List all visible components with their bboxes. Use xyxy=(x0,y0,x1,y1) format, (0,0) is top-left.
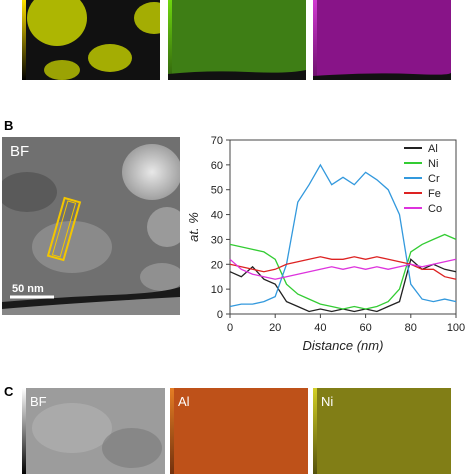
bf-micrograph xyxy=(2,137,180,315)
panel-a-map-2 xyxy=(168,0,306,80)
series-line-cr xyxy=(229,163,457,308)
series-line-ni xyxy=(229,233,457,310)
series-line-co xyxy=(229,258,457,280)
panel-letter-c: C xyxy=(4,384,14,399)
colorbar xyxy=(22,0,26,80)
x-tick-label: 80 xyxy=(405,322,417,334)
legend-label-cr: Cr xyxy=(428,173,440,185)
x-tick-label: 100 xyxy=(447,322,465,334)
bf-image: BF 50 nm xyxy=(2,137,180,315)
bf-texture xyxy=(32,403,162,468)
y-tick-label: 10 xyxy=(211,284,223,296)
panel-c-al-map: Al xyxy=(170,388,308,474)
element-map xyxy=(313,0,451,80)
legend-label-co: Co xyxy=(428,203,442,215)
line-profile-chart: 0 10 20 30 40 50 60 70 0 20 40 60 80 100 Distance (nm)… xyxy=(186,135,465,353)
panel-a-map-3 xyxy=(313,0,451,80)
y-tick-label: 70 xyxy=(211,135,223,147)
element-map xyxy=(168,0,306,80)
map-label-ni: Ni xyxy=(321,394,334,409)
x-tick-label: 60 xyxy=(359,322,371,334)
panel-c-ni-map: Ni xyxy=(313,388,451,474)
y-tick-label: 30 xyxy=(211,234,223,246)
bf-label: BF xyxy=(10,143,30,160)
map-label-al: Al xyxy=(178,394,190,409)
panel-c-bf-map: BF xyxy=(22,388,165,474)
precipitate-map xyxy=(27,0,160,80)
y-tick-label: 0 xyxy=(217,309,223,321)
y-tick-label: 20 xyxy=(211,259,223,271)
panel-letter-b: B xyxy=(4,118,14,133)
x-tick-label: 20 xyxy=(269,322,281,334)
y-axis-title: at. % xyxy=(186,212,201,242)
scalebar-label: 50 nm xyxy=(12,283,44,295)
colorbar xyxy=(22,388,26,474)
x-tick-label: 40 xyxy=(314,322,326,334)
legend-label-fe: Fe xyxy=(428,188,441,200)
y-tick-label: 40 xyxy=(211,210,223,222)
series-line-fe xyxy=(229,256,457,280)
y-tick-label: 50 xyxy=(211,185,223,197)
y-tick-label: 60 xyxy=(211,160,223,172)
al-texture xyxy=(170,388,308,474)
legend-label-al: Al xyxy=(428,143,438,155)
ni-texture xyxy=(313,388,451,474)
legend-label-ni: Ni xyxy=(428,158,438,170)
x-axis-title: Distance (nm) xyxy=(303,338,384,353)
panel-a-map-1 xyxy=(22,0,160,80)
plot-frame xyxy=(229,139,457,315)
x-tick-label: 0 xyxy=(227,322,233,334)
map-label-bf: BF xyxy=(30,394,47,409)
